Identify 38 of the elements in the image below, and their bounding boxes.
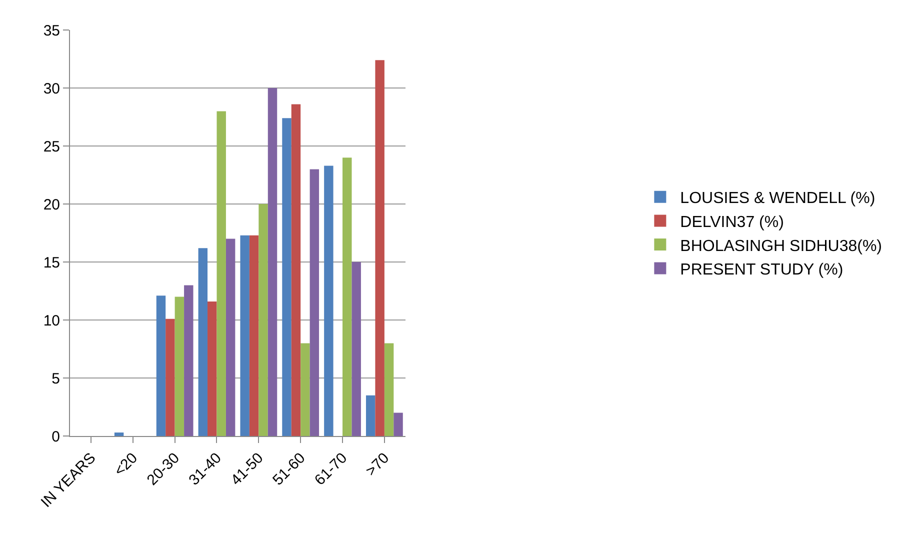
bar [240, 235, 250, 436]
legend-label: PRESENT STUDY (%) [680, 262, 844, 279]
bar [249, 235, 259, 436]
bar [114, 432, 124, 436]
bar [268, 88, 278, 436]
y-tick-label: 5 [52, 370, 60, 388]
legend-label: LOUSIES & WENDELL (%) [680, 190, 876, 208]
bar [184, 285, 194, 436]
bar [216, 111, 226, 436]
y-tick-label: 35 [43, 22, 60, 40]
bar [310, 169, 320, 436]
bar [208, 301, 217, 436]
x-tick-label: <20 [111, 450, 142, 480]
y-tick-label: 20 [43, 196, 60, 214]
bar [156, 296, 166, 436]
bar [226, 238, 236, 436]
y-tick-label: 0 [52, 428, 60, 446]
bar [174, 296, 184, 436]
x-tick-label: >70 [362, 450, 393, 480]
bar [258, 204, 268, 436]
bar [366, 395, 376, 436]
bar [342, 158, 352, 436]
bar [384, 343, 394, 436]
bar [394, 412, 403, 436]
legend-label: DELVIN37 (%) [680, 214, 784, 231]
bar [291, 104, 301, 436]
bar [375, 60, 384, 436]
y-tick-label: 30 [43, 80, 60, 98]
y-tick-label: 10 [43, 312, 60, 330]
bar [324, 166, 334, 436]
bar [198, 248, 208, 436]
bar [352, 262, 361, 436]
legend-label: BHOLASINGH SIDHU38(%) [680, 238, 882, 255]
y-tick-label: 15 [43, 254, 60, 272]
bar [282, 118, 292, 436]
bar [166, 318, 175, 436]
y-tick-label: 25 [43, 138, 60, 156]
bar [300, 343, 310, 436]
